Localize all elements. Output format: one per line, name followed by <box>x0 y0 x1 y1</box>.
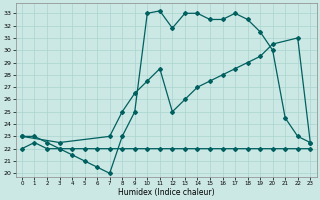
X-axis label: Humidex (Indice chaleur): Humidex (Indice chaleur) <box>118 188 214 197</box>
